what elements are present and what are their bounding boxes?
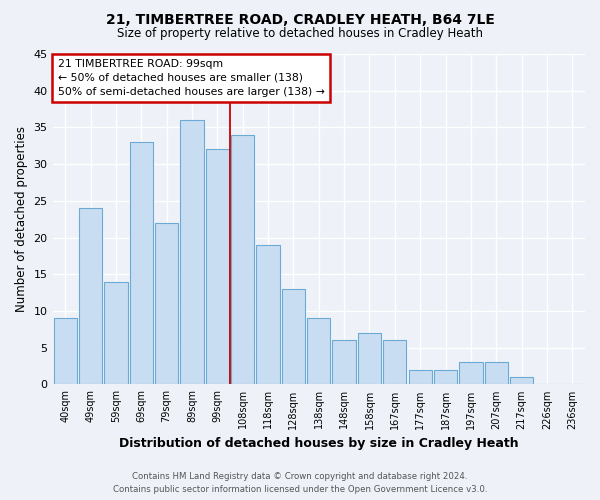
X-axis label: Distribution of detached houses by size in Cradley Heath: Distribution of detached houses by size … xyxy=(119,437,518,450)
Text: 21, TIMBERTREE ROAD, CRADLEY HEATH, B64 7LE: 21, TIMBERTREE ROAD, CRADLEY HEATH, B64 … xyxy=(106,12,494,26)
Bar xyxy=(383,340,406,384)
Bar xyxy=(510,377,533,384)
Bar xyxy=(79,208,102,384)
Text: 21 TIMBERTREE ROAD: 99sqm
← 50% of detached houses are smaller (138)
50% of semi: 21 TIMBERTREE ROAD: 99sqm ← 50% of detac… xyxy=(58,59,325,97)
Bar xyxy=(104,282,128,385)
Y-axis label: Number of detached properties: Number of detached properties xyxy=(15,126,28,312)
Text: Size of property relative to detached houses in Cradley Heath: Size of property relative to detached ho… xyxy=(117,28,483,40)
Bar xyxy=(459,362,482,384)
Bar xyxy=(130,142,153,384)
Bar xyxy=(307,318,331,384)
Bar xyxy=(358,333,381,384)
Bar xyxy=(231,135,254,384)
Bar xyxy=(332,340,356,384)
Bar xyxy=(434,370,457,384)
Bar xyxy=(485,362,508,384)
Bar xyxy=(282,289,305,384)
Bar xyxy=(206,150,229,384)
Bar xyxy=(256,245,280,384)
Bar xyxy=(409,370,432,384)
Text: Contains HM Land Registry data © Crown copyright and database right 2024.
Contai: Contains HM Land Registry data © Crown c… xyxy=(113,472,487,494)
Bar xyxy=(155,223,178,384)
Bar xyxy=(53,318,77,384)
Bar xyxy=(181,120,203,384)
